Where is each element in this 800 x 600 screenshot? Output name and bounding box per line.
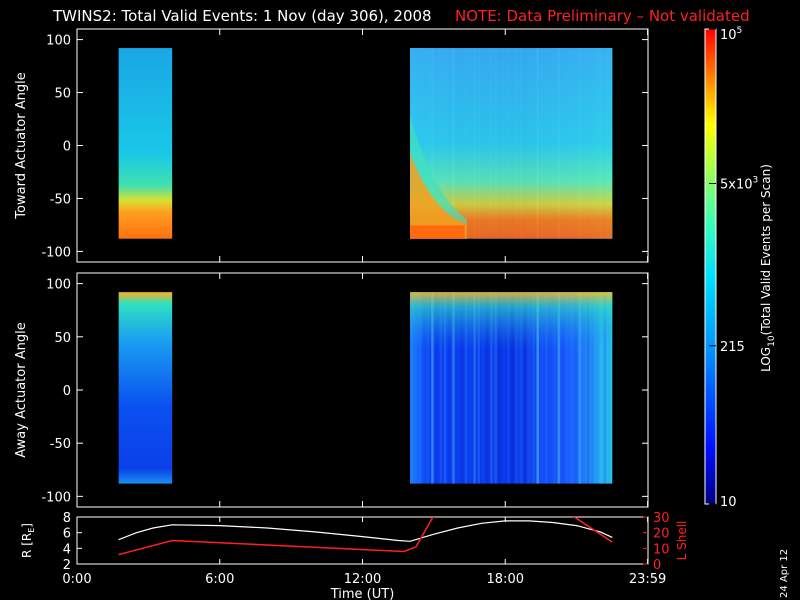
y-tick-label: 50 [54,87,71,102]
y-tick-label: 10 [653,542,670,557]
colorbar-tick-base: 10 [720,28,737,43]
y-tick-label: -50 [50,192,71,207]
data-enhancement [410,114,467,224]
data-block [118,48,173,239]
y-tick-label: -100 [41,490,71,505]
x-tick-label: 12:00 [344,572,381,587]
y-tick-label: 0 [653,558,661,573]
y-axis-label-sub: E [27,528,36,533]
chart-title: TWINS2: Total Valid Events: 1 Nov (day 3… [52,7,432,25]
colorbar-tick-label: 5x103 [720,175,758,192]
x-tick-label: 6:00 [205,572,234,587]
colorbar-label: LOG10(Total Valid Events per Scan) [759,164,777,372]
y-tick-label: -50 [50,437,71,452]
x-tick-label: 23:59 [629,572,666,587]
date-stamp: 24 Apr 12 [779,549,790,598]
y-axis-label-end: ] [20,523,34,528]
r-distance-line [118,520,613,542]
away-angle-panel: 100 50 0 -50 -100 Away Actuator Angle [14,272,649,508]
colorbar-tick-exp: 3 [753,175,759,185]
y-tick-label: 0 [63,140,71,155]
y-tick-label: 100 [46,278,71,293]
colorbar-tick-label: 10 [720,495,737,510]
data-enhancement [410,152,467,239]
y-axis-label-text: R [R [20,533,34,558]
y-tick-label: 30 [653,511,670,526]
colorbar-tick-base: 5x10 [720,177,753,192]
y-axis-label: Away Actuator Angle [14,322,29,457]
preliminary-note: NOTE: Data Preliminary – Not validated [455,7,750,25]
colorbar-tick-base: 215 [720,340,745,355]
y-axis-label: Toward Actuator Angle [14,72,29,219]
toward-angle-panel: 100 50 0 -50 -100 Toward Actuator Angle [14,28,649,263]
l-shell-line [118,517,434,556]
colorbar-tick-label: 105 [720,26,742,43]
y-tick-label: 4 [63,542,71,557]
y-tick-label: 6 [63,527,71,542]
y-tick-label: 20 [653,527,670,542]
colorbar-tick-label: 215 [720,340,745,355]
y-tick-label: 0 [63,384,71,399]
y-axis-label-left: R [RE] [20,523,36,558]
y-tick-label: -100 [41,245,71,260]
data-block-overlay [410,292,613,484]
data-enhancement [410,225,465,239]
colorbar-gradient [704,28,717,505]
data-block [118,292,173,484]
y-axis-label-right: L Shell [675,521,689,561]
x-tick-label: 18:00 [487,572,524,587]
x-tick-label: 0:00 [62,572,91,587]
y-tick-label: 2 [63,558,71,573]
y-tick-label: 50 [54,331,71,346]
y-tick-label: 100 [46,34,71,49]
colorbar-tick-exp: 5 [737,26,743,36]
x-axis-label: Time (UT) [330,587,395,600]
y-tick-label: 8 [63,511,71,526]
colorbar-tick-base: 10 [720,495,737,510]
l-shell-line [572,517,613,543]
